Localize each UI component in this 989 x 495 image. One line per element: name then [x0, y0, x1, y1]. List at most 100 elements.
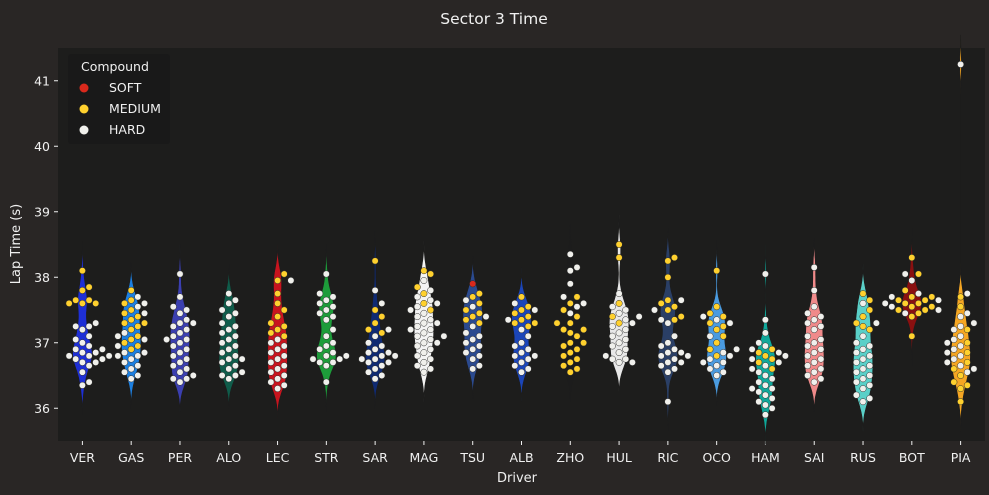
point-sai-hard — [817, 336, 825, 343]
x-tick-label-alo: ALO — [216, 450, 241, 465]
point-rus-hard — [866, 372, 874, 379]
point-sai-hard — [804, 342, 812, 350]
y-tick-label: 41 — [34, 73, 50, 88]
point-sar-hard — [385, 358, 392, 366]
legend-label-hard: HARD — [109, 122, 145, 137]
point-bot-medium — [901, 286, 909, 294]
point-per-hard — [169, 362, 177, 370]
point-oco-hard — [726, 352, 734, 360]
point-mag-hard — [433, 339, 441, 347]
point-str-hard — [322, 332, 330, 340]
point-lec-medium — [274, 290, 282, 298]
point-str-hard — [336, 355, 344, 363]
point-sai-hard — [804, 319, 812, 327]
point-per-hard — [183, 336, 191, 343]
point-oco-medium — [719, 332, 727, 340]
point-ham-hard — [775, 349, 783, 357]
point-rus-hard — [852, 358, 860, 366]
point-ric-hard — [657, 316, 665, 324]
point-alb-hard — [504, 316, 512, 324]
point-ver-hard — [85, 342, 93, 350]
point-alb-medium — [524, 322, 532, 330]
point-pia-hard — [957, 362, 965, 370]
point-gas-medium — [121, 339, 128, 347]
point-hul-medium — [615, 299, 623, 307]
point-lec-hard — [280, 342, 288, 350]
point-sai-hard — [810, 358, 818, 366]
point-oco-medium — [719, 313, 727, 321]
point-pia-medium — [963, 339, 971, 347]
point-alo-hard — [231, 332, 239, 340]
point-ver-hard — [78, 381, 86, 389]
point-lec-hard — [267, 358, 275, 366]
point-alb-medium — [518, 316, 525, 324]
point-sai-hard — [817, 365, 825, 373]
point-mag-hard — [440, 332, 448, 340]
point-oco-hard — [713, 362, 721, 370]
point-gas-medium — [134, 313, 142, 321]
point-tsu-medium — [475, 309, 483, 317]
point-sar-hard — [371, 355, 379, 363]
point-mag-hard — [413, 352, 421, 360]
point-gas-medium — [134, 322, 142, 330]
point-gas-hard — [141, 336, 148, 343]
point-ric-hard — [657, 352, 665, 360]
point-pia-medium — [963, 358, 971, 366]
point-pia-medium — [957, 385, 965, 393]
point-rus-hard — [852, 378, 860, 386]
point-ric-medium — [671, 303, 678, 311]
point-hul-medium — [608, 313, 616, 321]
point-bot-medium — [915, 299, 922, 307]
point-ham-medium — [768, 345, 776, 353]
point-ric-medium — [664, 306, 672, 314]
point-ric-hard — [651, 306, 658, 314]
point-oco-hard — [719, 358, 727, 366]
point-tsu-hard — [469, 303, 477, 311]
y-tick-label: 37 — [34, 335, 50, 350]
point-ham-hard — [761, 342, 769, 350]
point-alb-medium — [524, 303, 532, 311]
point-gas-hard — [127, 375, 135, 383]
point-per-hard — [183, 355, 191, 363]
point-ric-hard — [677, 358, 685, 366]
point-pia-medium — [957, 372, 965, 379]
point-bot-hard — [935, 296, 942, 304]
point-gas-medium — [127, 296, 135, 304]
point-bot-medium — [928, 293, 936, 301]
point-sai-hard — [817, 355, 825, 363]
point-hul-hard — [615, 349, 623, 357]
point-rus-medium — [859, 290, 867, 298]
point-sai-hard — [817, 313, 825, 321]
point-hul-hard — [622, 306, 630, 314]
point-zho-medium — [573, 365, 581, 373]
point-lec-hard — [274, 365, 282, 373]
point-str-hard — [322, 342, 330, 350]
point-pia-hard — [957, 332, 965, 340]
point-ham-hard — [748, 365, 756, 373]
point-hul-hard — [628, 358, 636, 366]
point-pia-hard — [950, 345, 958, 353]
point-pia-hard — [943, 358, 951, 366]
point-alb-medium — [518, 293, 525, 301]
point-ham-hard — [748, 385, 756, 393]
point-alb-hard — [531, 352, 539, 360]
point-per-hard — [176, 349, 184, 357]
point-tsu-hard — [475, 332, 483, 340]
point-alo-hard — [225, 313, 233, 321]
point-sai-hard — [810, 286, 818, 294]
point-hul-hard — [622, 355, 630, 363]
point-sar-medium — [371, 257, 379, 265]
point-bot-hard — [935, 306, 942, 314]
point-oco-medium — [713, 303, 721, 311]
point-alo-hard — [231, 372, 239, 379]
point-rus-hard — [866, 381, 874, 389]
point-alb-medium — [524, 313, 532, 321]
point-alb-hard — [524, 365, 532, 373]
point-gas-hard — [114, 342, 122, 350]
point-sai-hard — [810, 349, 818, 357]
point-sar-hard — [378, 372, 386, 379]
point-zho-medium — [560, 362, 568, 370]
point-ham-hard — [761, 316, 769, 324]
point-str-hard — [316, 345, 324, 353]
point-bot-hard — [901, 270, 909, 278]
